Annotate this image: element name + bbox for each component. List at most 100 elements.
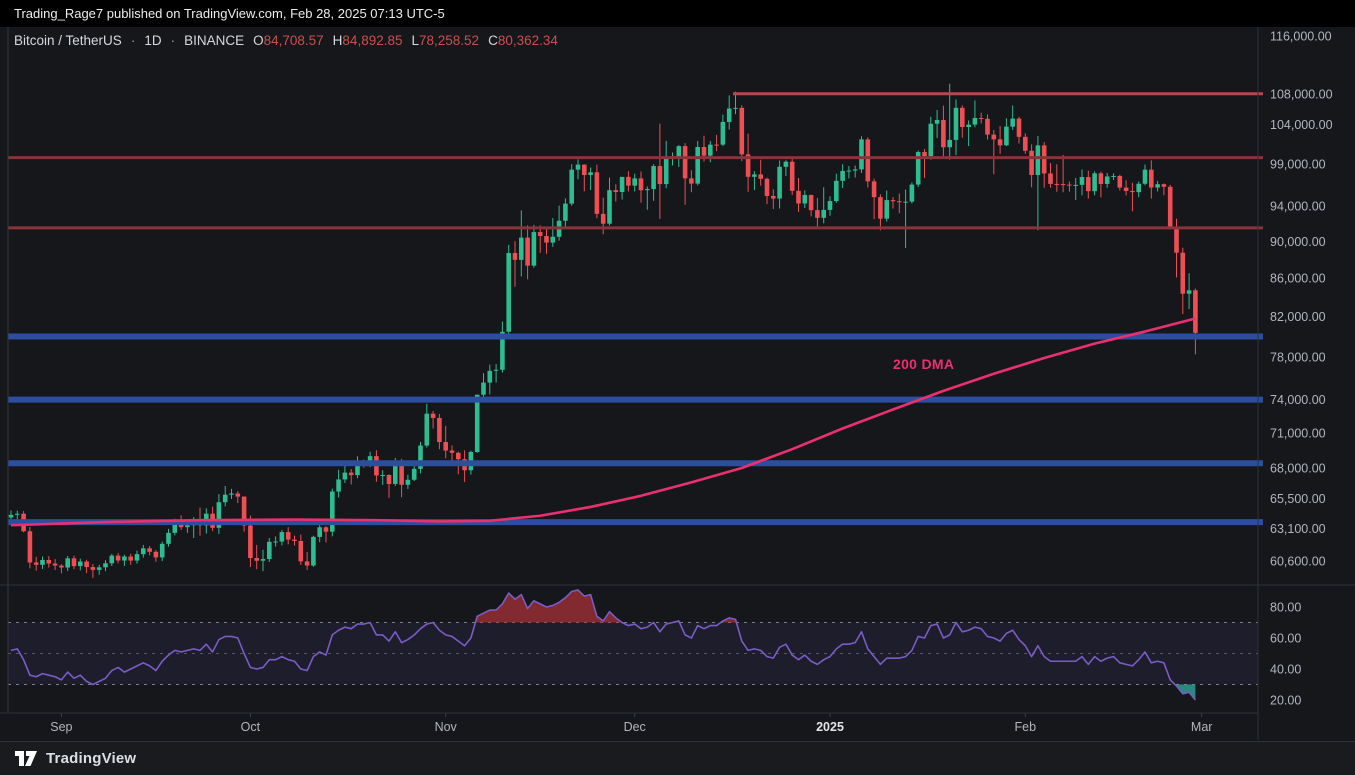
ohlc-open: ​O84,708.57 xyxy=(253,33,324,48)
candle-body xyxy=(418,445,423,469)
candle-body xyxy=(953,107,959,140)
candle-body xyxy=(222,494,228,503)
candle-body xyxy=(27,531,33,563)
candle-body xyxy=(122,556,127,561)
candle-body xyxy=(733,107,738,109)
candle-body xyxy=(380,474,385,476)
candle-body xyxy=(330,491,335,532)
candle-body xyxy=(922,152,927,157)
time-axis-label: Feb xyxy=(1015,720,1037,734)
candle-body xyxy=(695,146,700,184)
candle-body xyxy=(159,543,165,558)
candle-body xyxy=(8,514,14,518)
candle-body xyxy=(33,562,39,565)
candle-body xyxy=(317,527,322,537)
candle-body xyxy=(701,146,707,156)
candle-body xyxy=(739,107,745,155)
candle-body xyxy=(1104,176,1110,184)
candle-body xyxy=(777,166,782,199)
candle-body xyxy=(235,493,241,497)
candle-body xyxy=(254,557,259,561)
candle-body xyxy=(96,567,102,570)
candle-body xyxy=(802,194,808,204)
candle-body xyxy=(1123,187,1129,191)
candle-body xyxy=(216,502,222,528)
candle-body xyxy=(909,184,915,202)
candle-body xyxy=(638,178,644,191)
candle-body xyxy=(336,479,341,492)
candle-body xyxy=(928,123,934,157)
candle-body xyxy=(834,180,839,202)
candle-body xyxy=(1149,169,1154,188)
price-tick-label: 82,000.00 xyxy=(1270,310,1326,324)
candle-body xyxy=(512,253,518,260)
candle-body xyxy=(897,201,902,203)
candle-body xyxy=(852,169,858,171)
candle-body xyxy=(1167,186,1173,229)
candle-body xyxy=(1029,150,1034,175)
dma-line xyxy=(10,317,1196,527)
price-tick-label: 63,100.00 xyxy=(1270,522,1326,536)
candle-body xyxy=(430,413,436,418)
time-axis-label: Mar xyxy=(1191,720,1213,734)
candle-body xyxy=(613,190,619,193)
ohlc-close: C80,362.34 xyxy=(488,33,558,48)
candle-body xyxy=(1016,118,1022,137)
candle-body xyxy=(871,181,877,198)
candle-body xyxy=(65,558,70,568)
candle-body xyxy=(676,146,682,157)
tradingview-brand-link[interactable]: TradingView xyxy=(46,750,137,767)
candle-body xyxy=(1186,290,1192,294)
tradingview-logo-icon[interactable] xyxy=(14,750,38,767)
separator-dot: · xyxy=(170,33,176,48)
candle-body xyxy=(248,525,253,558)
candle-body xyxy=(588,172,593,175)
candle-body xyxy=(815,210,820,218)
candle-body xyxy=(128,556,133,561)
price-tick-label: 116,000.00 xyxy=(1270,30,1332,44)
candle-body xyxy=(178,524,184,528)
candle-body xyxy=(789,161,795,191)
candle-body xyxy=(493,369,499,371)
candle-body xyxy=(531,232,537,266)
candle-body xyxy=(437,417,442,443)
candle-body xyxy=(1117,175,1123,188)
candle-body xyxy=(569,169,574,204)
candle-body xyxy=(714,144,719,146)
candle-body xyxy=(884,200,889,219)
candle-body xyxy=(726,108,732,123)
candle-body xyxy=(1041,145,1047,174)
candle-body xyxy=(846,170,852,172)
candle-body xyxy=(311,536,316,566)
candle-body xyxy=(890,200,896,202)
candle-body xyxy=(304,561,310,566)
candle-body xyxy=(651,166,656,190)
candle-body xyxy=(285,532,291,540)
candlestick-series xyxy=(8,83,1198,578)
candle-body xyxy=(752,174,757,177)
price-tick-label: 68,000.00 xyxy=(1270,461,1326,475)
candle-body xyxy=(15,513,20,515)
price-tick-label: 94,000.00 xyxy=(1270,200,1326,214)
candle-body xyxy=(1161,184,1167,187)
dma-series xyxy=(10,317,1196,527)
candle-body xyxy=(645,189,650,191)
candle-body xyxy=(966,124,971,128)
candle-body xyxy=(865,139,871,182)
candle-body xyxy=(1048,173,1053,184)
candle-body xyxy=(1098,173,1104,184)
candle-body xyxy=(78,561,83,567)
candle-body xyxy=(474,394,480,452)
candle-body xyxy=(934,120,940,124)
candle-body xyxy=(1142,169,1148,184)
candle-body xyxy=(1111,175,1116,177)
candle-body xyxy=(1130,190,1135,193)
candle-body xyxy=(689,178,694,184)
price-tick-label: 78,000.00 xyxy=(1270,351,1326,365)
candle-body xyxy=(103,563,108,568)
candle-body xyxy=(134,554,140,561)
candle-body xyxy=(115,555,121,561)
candle-body xyxy=(1010,118,1015,127)
candle-body xyxy=(411,468,417,480)
